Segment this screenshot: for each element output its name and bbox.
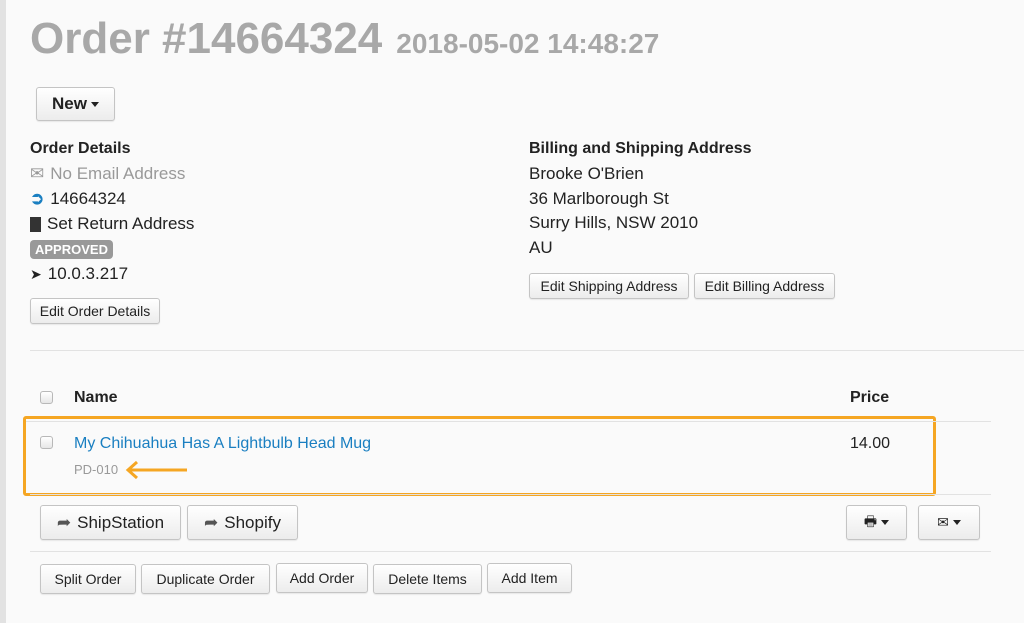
column-name: Name [74, 389, 118, 406]
address-city: Surry Hills, NSW 2010 [529, 213, 699, 232]
ip-text: 10.0.3.217 [47, 264, 129, 283]
column-price: Price [850, 389, 890, 406]
page-title: Order #14664324 2018-05-02 14:48:27 [30, 14, 659, 64]
shopify-button[interactable]: ➦ Shopify [187, 505, 298, 540]
duplicate-order-button[interactable]: Duplicate Order [141, 564, 270, 594]
order-details-heading: Order Details [30, 140, 131, 157]
email-line: ✉ No Email Address [30, 164, 185, 184]
print-icon: 🖶 [863, 512, 878, 529]
edit-order-details-button[interactable]: Edit Order Details [30, 298, 160, 324]
address-street: 36 Marlborough St [529, 189, 669, 208]
divider [30, 551, 991, 552]
split-order-button[interactable]: Split Order [40, 564, 136, 594]
share-icon: ➦ [204, 512, 219, 532]
shipstation-button[interactable]: ➦ ShipStation [40, 505, 181, 540]
order-id-line: ➲ 14664324 [30, 189, 126, 209]
order-id-text: 14664324 [50, 189, 126, 208]
caret-down-icon [952, 520, 961, 525]
edit-shipping-address-button[interactable]: Edit Shipping Address [529, 273, 689, 299]
status-line: APPROVED [30, 240, 113, 259]
address-country: AU [529, 238, 553, 257]
shopify-label: Shopify [224, 512, 281, 532]
product-sku: PD-010 [74, 462, 119, 477]
sign-in-icon: ➲ [30, 189, 45, 208]
delete-items-button[interactable]: Delete Items [373, 564, 482, 594]
location-arrow-icon: ➤ [30, 265, 42, 282]
email-text: No Email Address [50, 164, 186, 183]
arrow-left-icon [125, 460, 187, 480]
email-dropdown-button[interactable]: ✉ [918, 505, 980, 540]
return-address-text: Set Return Address [47, 214, 195, 233]
share-icon: ➦ [56, 512, 72, 532]
divider [30, 350, 1024, 351]
address-name: Brooke O'Brien [529, 164, 644, 183]
add-item-button[interactable]: Add Item [487, 563, 572, 593]
left-border [0, 0, 6, 623]
caret-down-icon [881, 520, 890, 525]
product-price: 14.00 [850, 435, 891, 452]
add-order-button[interactable]: Add Order [276, 563, 368, 593]
shipstation-label: ShipStation [77, 512, 165, 532]
order-title: Order #14664324 [30, 14, 383, 63]
print-dropdown-button[interactable]: 🖶 [846, 505, 907, 540]
highlight-box [23, 416, 936, 496]
edit-billing-address-button[interactable]: Edit Billing Address [694, 273, 835, 299]
envelope-icon: ✉ [937, 514, 949, 530]
order-datetime: 2018-05-02 14:48:27 [396, 28, 660, 59]
new-label: New [52, 94, 87, 113]
building-icon [30, 216, 41, 232]
status-badge: APPROVED [30, 240, 113, 259]
row-divider [26, 421, 991, 422]
product-link[interactable]: My Chihuahua Has A Lightbulb Head Mug [74, 435, 372, 452]
return-address-link[interactable]: Set Return Address [30, 214, 194, 234]
row-checkbox[interactable] [40, 436, 53, 449]
new-dropdown-button[interactable]: New [36, 87, 115, 121]
select-all-checkbox[interactable] [40, 391, 53, 404]
ip-line: ➤ 10.0.3.217 [30, 264, 128, 284]
address-heading: Billing and Shipping Address [529, 140, 752, 157]
envelope-icon: ✉ [30, 164, 45, 183]
row-divider-bottom [30, 494, 991, 495]
caret-down-icon [90, 101, 99, 107]
